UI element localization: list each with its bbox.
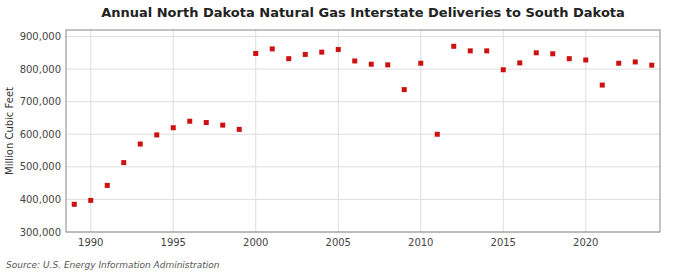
point [402, 87, 407, 92]
x-grid-line [255, 30, 256, 232]
point [616, 61, 621, 66]
point [237, 127, 242, 132]
point [567, 56, 572, 61]
x-grid-line [420, 30, 421, 232]
point [336, 47, 341, 52]
y-grid-line [66, 36, 660, 37]
y-tick-label: 600,000 [20, 129, 61, 140]
y-tick-label: 700,000 [20, 96, 61, 107]
x-grid-line [503, 30, 504, 232]
grid [66, 30, 660, 232]
point [220, 123, 225, 128]
point [138, 142, 143, 147]
point [121, 160, 126, 165]
y-tick-label: 400,000 [20, 194, 61, 205]
point [418, 61, 423, 66]
point [154, 132, 159, 137]
x-tick-label: 2005 [326, 237, 351, 248]
point [600, 83, 605, 88]
x-grid-line [173, 30, 174, 232]
point [501, 67, 506, 72]
point [468, 48, 473, 53]
source-note: Source: U.S. Energy Information Administ… [6, 260, 220, 270]
y-tick-label: 800,000 [20, 64, 61, 75]
point [204, 120, 209, 125]
point [171, 125, 176, 130]
point [649, 63, 654, 68]
point [583, 57, 588, 62]
title: Annual North Dakota Natural Gas Intersta… [101, 5, 625, 20]
point [187, 119, 192, 124]
point [633, 59, 638, 64]
point [369, 62, 374, 67]
x-tick-label: 2010 [408, 237, 433, 248]
y-tick-label: 500,000 [20, 161, 61, 172]
y-tick-label: 900,000 [20, 31, 61, 42]
point [286, 56, 291, 61]
y-grid-line [66, 166, 660, 167]
point [270, 46, 275, 51]
y-tick-label: 300,000 [20, 227, 61, 238]
point [88, 198, 93, 203]
point [352, 58, 357, 63]
plot-frame [66, 30, 660, 232]
x-tick-label: 1995 [161, 237, 186, 248]
point [435, 132, 440, 137]
point [303, 52, 308, 57]
y-axis-label: Million Cubic Feet [4, 87, 15, 175]
point [550, 51, 555, 56]
y-grid-line [66, 101, 660, 102]
point [319, 50, 324, 55]
x-grid-line [338, 30, 339, 232]
point [385, 62, 390, 67]
x-tick-label: 1990 [78, 237, 103, 248]
y-grid-line [66, 69, 660, 70]
x-tick-label: 2000 [243, 237, 268, 248]
point [253, 51, 258, 56]
point [534, 50, 539, 55]
point [484, 48, 489, 53]
point [72, 202, 77, 207]
point [517, 60, 522, 65]
y-grid-line [66, 199, 660, 200]
chart: Annual North Dakota Natural Gas Intersta… [0, 0, 675, 275]
x-tick-label: 2020 [573, 237, 598, 248]
point [105, 183, 110, 188]
points [72, 44, 655, 207]
x-tick-label: 2015 [491, 237, 516, 248]
chart-container: Annual North Dakota Natural Gas Intersta… [0, 0, 675, 275]
point [451, 44, 456, 49]
